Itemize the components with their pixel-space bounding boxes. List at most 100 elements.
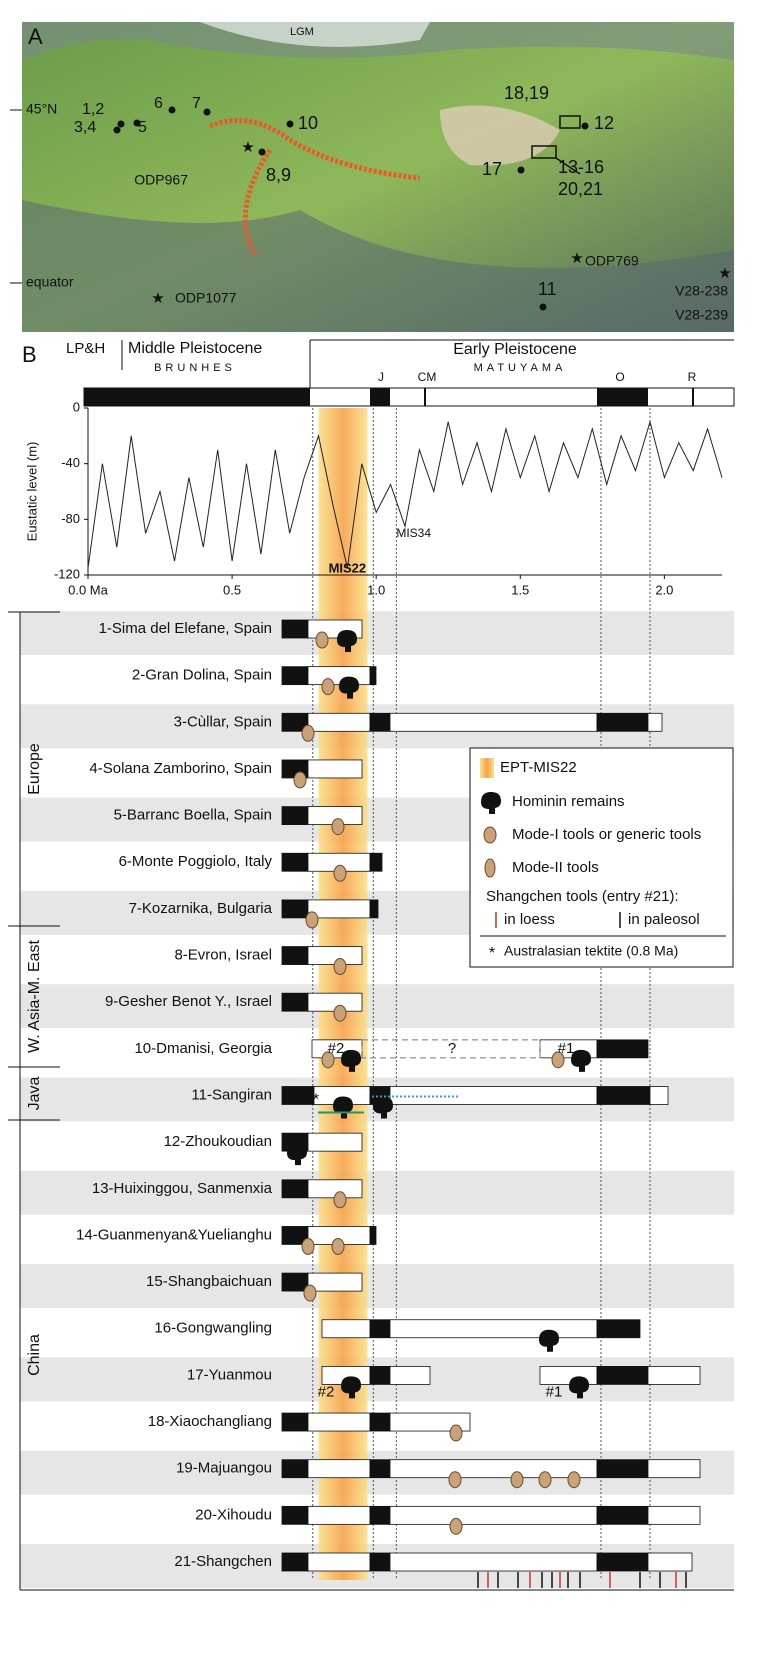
normal-segment xyxy=(597,713,648,731)
core-label: V28-238 xyxy=(675,283,728,299)
legend-label: Australasian tektite (0.8 Ma) xyxy=(504,943,678,959)
site-label: 6 xyxy=(154,95,163,112)
tool-icon xyxy=(322,679,334,695)
site-name: 15-Shangbaichuan xyxy=(146,1273,272,1290)
site-name: 3-Cùllar, Spain xyxy=(174,713,272,730)
tektite-star: * xyxy=(489,945,495,962)
tool-icon xyxy=(485,859,495,877)
site-name: 12-Zhoukoudian xyxy=(164,1133,272,1150)
site-name: 1-Sima del Elefane, Spain xyxy=(99,620,272,637)
site-name: 2-Gran Dolina, Spain xyxy=(132,667,272,684)
normal-segment xyxy=(282,993,308,1011)
tool-icon xyxy=(450,1425,462,1441)
normal-segment xyxy=(597,1460,648,1478)
note: #2 xyxy=(318,1383,335,1400)
legend: EPT-MIS22Hominin remainsMode-I tools or … xyxy=(470,748,733,967)
x-tick-label: 1.0 xyxy=(367,582,385,597)
legend-label: Shangchen tools (entry #21): xyxy=(486,888,679,905)
reversed-segment xyxy=(308,713,370,731)
core-label: ODP769 xyxy=(585,253,639,269)
site-label: 1,2 xyxy=(82,101,104,118)
subchron-label: CM xyxy=(418,370,437,384)
tool-icon xyxy=(334,1005,346,1021)
reversed-segment xyxy=(308,667,370,685)
site-label: 13-16 xyxy=(558,157,604,177)
tektite-star: * xyxy=(313,1092,319,1109)
tool-icon xyxy=(294,772,306,788)
legend-label: Mode-II tools xyxy=(512,859,599,876)
site-dot xyxy=(540,304,547,311)
annotation: MIS34 xyxy=(396,526,431,540)
tool-icon xyxy=(332,1238,344,1254)
tool-icon xyxy=(450,1518,462,1534)
legend-label: Mode-I tools or generic tools xyxy=(512,826,701,843)
subchron-label: R xyxy=(688,370,697,384)
normal-segment xyxy=(370,713,390,731)
group-label: Europe xyxy=(26,743,43,795)
normal-segment xyxy=(370,1366,390,1384)
map-label: LGM xyxy=(290,26,314,38)
normal-segment xyxy=(370,1226,376,1244)
core-star: ★ xyxy=(570,250,583,267)
eustatic-line xyxy=(88,422,722,568)
annotation: MIS22 xyxy=(329,560,367,575)
core-star: ★ xyxy=(151,290,164,307)
note: #2 xyxy=(328,1040,345,1057)
reversed-segment xyxy=(322,1320,370,1338)
normal-segment xyxy=(282,807,308,825)
x-tick-label: 2.0 xyxy=(655,582,673,597)
site-dot xyxy=(287,121,294,128)
site-name: 5-Barranc Boella, Spain xyxy=(114,807,272,824)
site-label: 5 xyxy=(138,119,147,136)
site-label: 18,19 xyxy=(504,83,549,103)
site-label: 12 xyxy=(594,113,614,133)
normal-segment xyxy=(370,853,382,871)
site-label: 8,9 xyxy=(266,165,291,185)
tool-icon xyxy=(568,1472,580,1488)
reversed-segment xyxy=(308,1460,370,1478)
reversed-segment xyxy=(390,1320,597,1338)
site-name: 11-Sangiran xyxy=(191,1086,272,1103)
stage-label: Middle Pleistocene xyxy=(128,340,262,357)
site-label: 10 xyxy=(298,113,318,133)
normal-segment xyxy=(370,1320,390,1338)
panel-label: B xyxy=(22,342,37,367)
site-label: 17 xyxy=(482,159,502,179)
normal-segment xyxy=(597,1040,648,1058)
normal-segment xyxy=(370,1413,390,1431)
x-tick-label: 1.5 xyxy=(511,582,529,597)
reversed-segment xyxy=(308,760,362,778)
legend-label: Hominin remains xyxy=(512,793,625,810)
stage-label: LP&H xyxy=(66,340,105,357)
site-dot xyxy=(114,127,121,134)
site-label: 3,4 xyxy=(74,119,96,136)
reversed-segment xyxy=(648,1506,700,1524)
group-label: China xyxy=(26,1334,43,1376)
site-dot xyxy=(259,149,266,156)
y-tick-label: 0 xyxy=(73,399,80,414)
normal-segment xyxy=(282,1506,308,1524)
normal-segment xyxy=(282,1273,308,1291)
tool-icon xyxy=(304,1285,316,1301)
note: #1 xyxy=(558,1040,575,1057)
reversed-segment xyxy=(390,1553,597,1571)
figure: A LGM 45°N equator B LP&H Middle Pleisto… xyxy=(0,0,778,1665)
core-label: ODP967 xyxy=(134,172,188,188)
note: #1 xyxy=(546,1383,563,1400)
site-name: 16-Gongwangling xyxy=(154,1320,272,1337)
site-bar xyxy=(282,1553,692,1571)
reversed-segment xyxy=(648,713,662,731)
site-name: 10-Dmanisi, Georgia xyxy=(134,1040,272,1057)
lat-label: 45°N xyxy=(26,101,57,117)
group-label: Java xyxy=(26,1077,43,1111)
reversed-segment xyxy=(390,713,597,731)
normal-segment xyxy=(282,1553,308,1571)
tool-icon xyxy=(306,912,318,928)
reversed-segment xyxy=(308,1506,370,1524)
y-tick-label: -80 xyxy=(61,511,80,526)
subchron-label: J xyxy=(378,370,384,384)
site-bar xyxy=(322,1320,640,1352)
site-name: 18-Xiaochangliang xyxy=(148,1413,272,1430)
normal-segment xyxy=(597,1553,648,1571)
normal-segment xyxy=(282,1180,308,1198)
